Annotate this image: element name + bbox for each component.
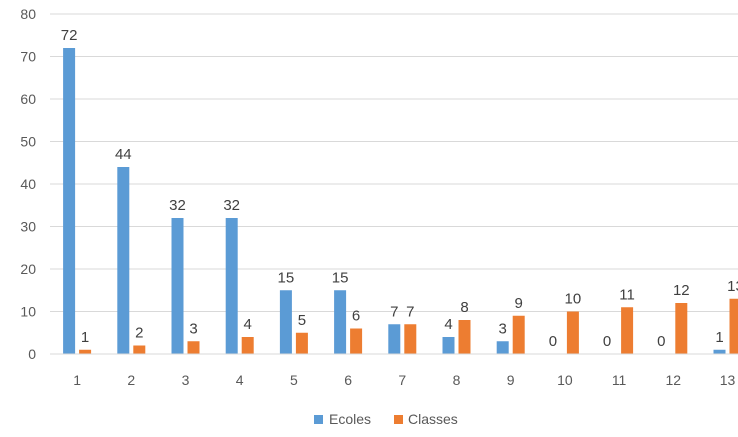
bar-classes [513, 316, 525, 354]
data-label-classes: 7 [406, 303, 414, 320]
legend-swatch-classes [394, 415, 403, 424]
data-label-classes: 3 [189, 320, 197, 337]
bar-classes [296, 333, 308, 354]
legend-label-classes: Classes [408, 411, 458, 427]
data-label-ecoles: 7 [390, 303, 398, 320]
y-tick-label: 10 [20, 304, 36, 320]
data-label-ecoles: 0 [549, 333, 557, 350]
data-label-ecoles: 32 [169, 197, 186, 214]
data-label-classes: 10 [565, 291, 582, 308]
bar-ecoles [714, 350, 726, 354]
bar-ecoles [63, 48, 75, 354]
data-label-ecoles: 72 [61, 27, 78, 44]
x-tick-label: 11 [612, 372, 627, 388]
data-label-ecoles: 15 [278, 269, 295, 286]
bar-ecoles [443, 337, 455, 354]
data-label-classes: 8 [460, 299, 468, 316]
x-tick-label: 5 [290, 372, 298, 388]
data-label-classes: 4 [244, 316, 252, 333]
bar-ecoles [226, 218, 238, 354]
bar-classes [242, 337, 254, 354]
bar-classes [79, 350, 91, 354]
data-label-classes: 9 [515, 295, 523, 312]
bar-classes [350, 329, 362, 355]
y-tick-label: 60 [20, 91, 36, 107]
bar-classes [621, 307, 633, 354]
y-tick-label: 30 [20, 219, 36, 235]
data-label-classes: 13 [727, 278, 738, 295]
data-label-ecoles: 3 [499, 320, 507, 337]
bar-classes [675, 303, 687, 354]
bar-ecoles [388, 324, 400, 354]
x-tick-label: 2 [127, 372, 135, 388]
y-tick-label: 70 [20, 49, 36, 65]
x-tick-label: 13 [720, 372, 736, 388]
legend: Ecoles Classes [314, 411, 458, 427]
y-tick-label: 0 [28, 346, 36, 362]
data-label-ecoles: 1 [715, 329, 723, 346]
gridlines [50, 14, 738, 312]
data-label-classes: 5 [298, 312, 306, 329]
data-label-classes: 6 [352, 308, 360, 325]
x-tick-label: 4 [236, 372, 244, 388]
x-tick-label: 6 [344, 372, 352, 388]
y-tick-label: 50 [20, 134, 36, 150]
data-label-ecoles: 15 [332, 269, 349, 286]
bar-classes [188, 341, 200, 354]
bar-ecoles [497, 341, 509, 354]
bar-ecoles [117, 167, 129, 354]
x-tick-label: 1 [73, 372, 81, 388]
y-tick-label: 20 [20, 261, 36, 277]
y-tick-label: 40 [20, 176, 36, 192]
data-label-classes: 1 [81, 329, 89, 346]
y-axis-tick-labels: 0 10 20 30 40 50 60 70 80 [20, 6, 36, 362]
data-label-ecoles: 32 [223, 197, 240, 214]
x-tick-label: 10 [557, 372, 573, 388]
bar-classes [404, 324, 416, 354]
bar-classes [459, 320, 471, 354]
data-label-classes: 2 [135, 325, 143, 342]
x-tick-label: 9 [507, 372, 515, 388]
data-label-ecoles: 4 [444, 316, 452, 333]
x-tick-label: 8 [453, 372, 461, 388]
bar-ecoles [172, 218, 184, 354]
bar-ecoles [280, 290, 292, 354]
x-tick-label: 3 [182, 372, 190, 388]
data-label-ecoles: 0 [657, 333, 665, 350]
x-tick-label: 7 [398, 372, 406, 388]
data-label-ecoles: 0 [603, 333, 611, 350]
x-tick-label: 12 [666, 372, 682, 388]
data-label-ecoles: 44 [115, 146, 132, 163]
y-tick-label: 80 [20, 6, 36, 22]
data-label-classes: 11 [619, 286, 635, 303]
bar-classes [730, 299, 738, 354]
legend-swatch-ecoles [314, 415, 323, 424]
bars [63, 48, 738, 354]
bar-ecoles [334, 290, 346, 354]
legend-label-ecoles: Ecoles [329, 411, 371, 427]
data-label-classes: 12 [673, 282, 690, 299]
data-labels: 721442323324155156774839010011012113 [61, 27, 738, 350]
bar-classes [133, 346, 145, 355]
bar-classes [567, 312, 579, 355]
